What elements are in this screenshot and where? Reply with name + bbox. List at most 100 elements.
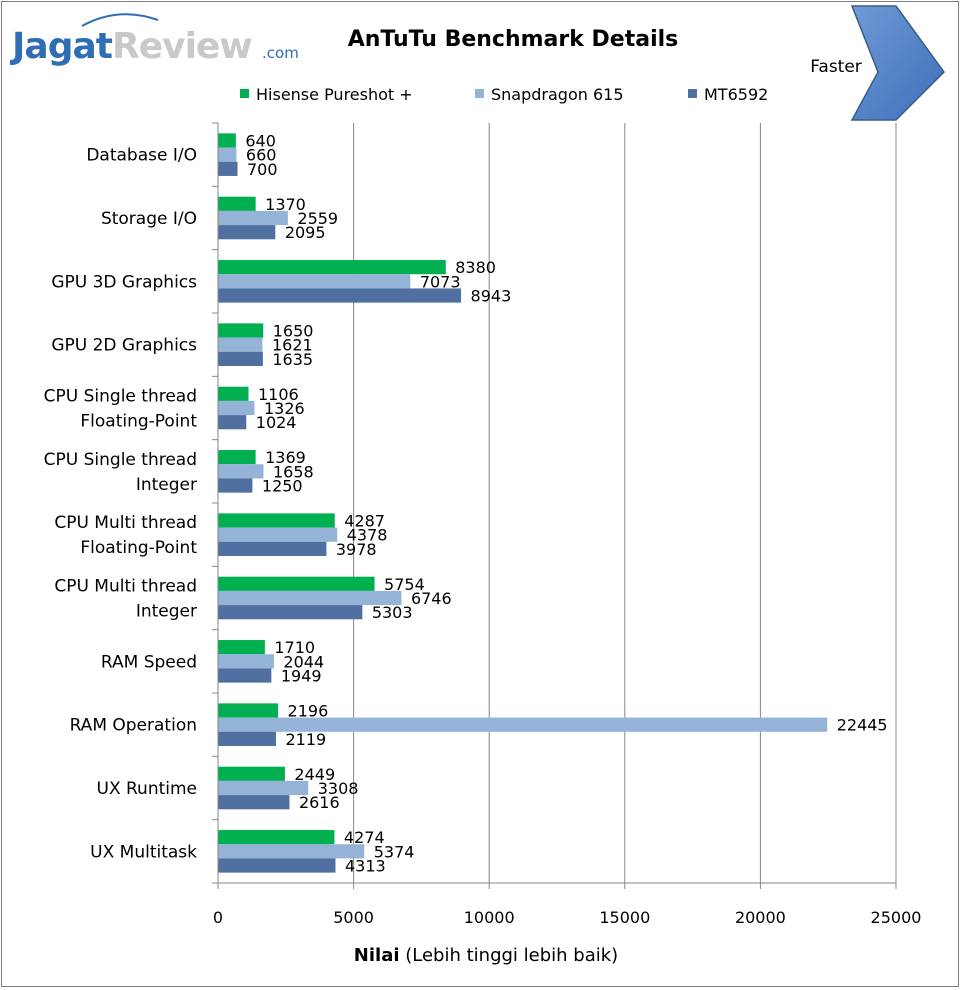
value-label: 5303 (372, 603, 413, 622)
faster-arrow-icon (850, 5, 945, 121)
x-axis-label-rest: (Lebih tinggi lebih baik) (400, 945, 619, 966)
legend-label-0: Hisense Pureshot + (256, 85, 413, 104)
bar (218, 288, 462, 303)
logo-swoosh (81, 13, 159, 27)
bar (218, 133, 236, 148)
value-label: 2559 (297, 209, 338, 228)
value-label: 5374 (374, 842, 415, 861)
value-label: 1326 (264, 399, 305, 418)
bar (218, 147, 237, 162)
value-label: 2044 (283, 652, 324, 671)
value-label: 4274 (344, 828, 385, 847)
logo-suffix: .com (262, 44, 299, 62)
bar (218, 590, 402, 606)
bar (218, 450, 256, 465)
y-axis-ticks (212, 122, 218, 884)
bar (218, 640, 265, 655)
value-label: 2095 (285, 223, 326, 242)
bar (218, 260, 446, 275)
category-label: UX Runtime (97, 779, 198, 799)
value-label: 7073 (420, 272, 461, 291)
bar (218, 478, 253, 493)
value-label: 1621 (272, 336, 313, 355)
bar (218, 731, 276, 746)
legend-swatch-1 (475, 89, 484, 98)
logo-part2: Review (112, 26, 252, 67)
value-label: 2616 (299, 793, 340, 812)
bar (218, 386, 249, 401)
bar (218, 337, 263, 352)
bar (218, 654, 274, 669)
value-label: 1650 (273, 321, 314, 340)
x-tick-label: 5000 (333, 908, 374, 927)
category-label: RAM Operation (70, 716, 197, 736)
bar (218, 196, 256, 211)
category-label: GPU 2D Graphics (51, 336, 197, 356)
bar (218, 274, 411, 289)
legend-label-2: MT6592 (704, 85, 768, 104)
bar (218, 161, 238, 176)
bar (218, 703, 279, 718)
faster-label: Faster (810, 57, 862, 77)
x-tick-label: 15000 (599, 908, 650, 927)
category-label: CPU Single thread (44, 450, 197, 470)
x-tick-label: 20000 (735, 908, 786, 927)
legend: Hisense Pureshot + Snapdragon 615 MT6592 (240, 85, 768, 104)
bar (218, 400, 255, 416)
bar (218, 513, 335, 528)
value-label: 1949 (281, 667, 322, 686)
bar (218, 766, 285, 781)
value-label: 3308 (318, 779, 359, 798)
category-labels: Database I/O Storage I/O GPU 3D Graphics GP… (44, 146, 198, 863)
value-label: 2119 (285, 730, 326, 749)
bar (218, 576, 375, 591)
value-label: 6746 (411, 589, 452, 608)
value-label: 2196 (288, 701, 329, 720)
value-label: 1635 (272, 350, 313, 369)
category-label: Integer (136, 475, 197, 495)
x-tick-label: 25000 (871, 908, 922, 927)
value-label: 1024 (256, 413, 297, 432)
category-label: CPU Single thread (44, 387, 197, 407)
value-label: 8943 (471, 287, 512, 306)
bar (218, 830, 335, 845)
bar (218, 323, 264, 338)
value-label: 4313 (345, 857, 386, 876)
bar (218, 464, 264, 479)
bar (218, 717, 828, 732)
category-label: Storage I/O (101, 209, 197, 229)
category-label: CPU Multi thread (54, 577, 197, 597)
legend-swatch-2 (688, 89, 697, 98)
bar (218, 541, 327, 556)
value-label: 5754 (384, 575, 425, 594)
value-label: 700 (247, 160, 278, 179)
value-label: 1106 (258, 385, 299, 404)
gridlines (353, 123, 897, 883)
x-tick-label: 10000 (464, 908, 515, 927)
value-label: 1710 (274, 638, 315, 657)
bar (218, 527, 338, 542)
value-label: 640 (245, 131, 276, 150)
value-label: 4378 (347, 526, 388, 545)
value-label: 4287 (344, 511, 385, 530)
value-label: 3978 (336, 540, 377, 559)
category-label: CPU Multi thread (54, 513, 197, 533)
category-label: RAM Speed (101, 652, 197, 672)
bar (218, 780, 309, 796)
value-label: 660 (246, 146, 277, 165)
legend-label-1: Snapdragon 615 (491, 85, 624, 104)
svg-text:JagatReview: JagatReview (9, 26, 252, 67)
bar (218, 415, 247, 430)
value-label: 8380 (455, 258, 496, 277)
bar (218, 225, 276, 240)
category-label: Database I/O (86, 146, 197, 166)
category-label: Floating-Point (80, 538, 197, 558)
value-label: 2449 (294, 765, 335, 784)
bar (218, 858, 336, 873)
bars (218, 133, 828, 873)
category-label: GPU 3D Graphics (51, 272, 197, 292)
bar (218, 795, 290, 810)
